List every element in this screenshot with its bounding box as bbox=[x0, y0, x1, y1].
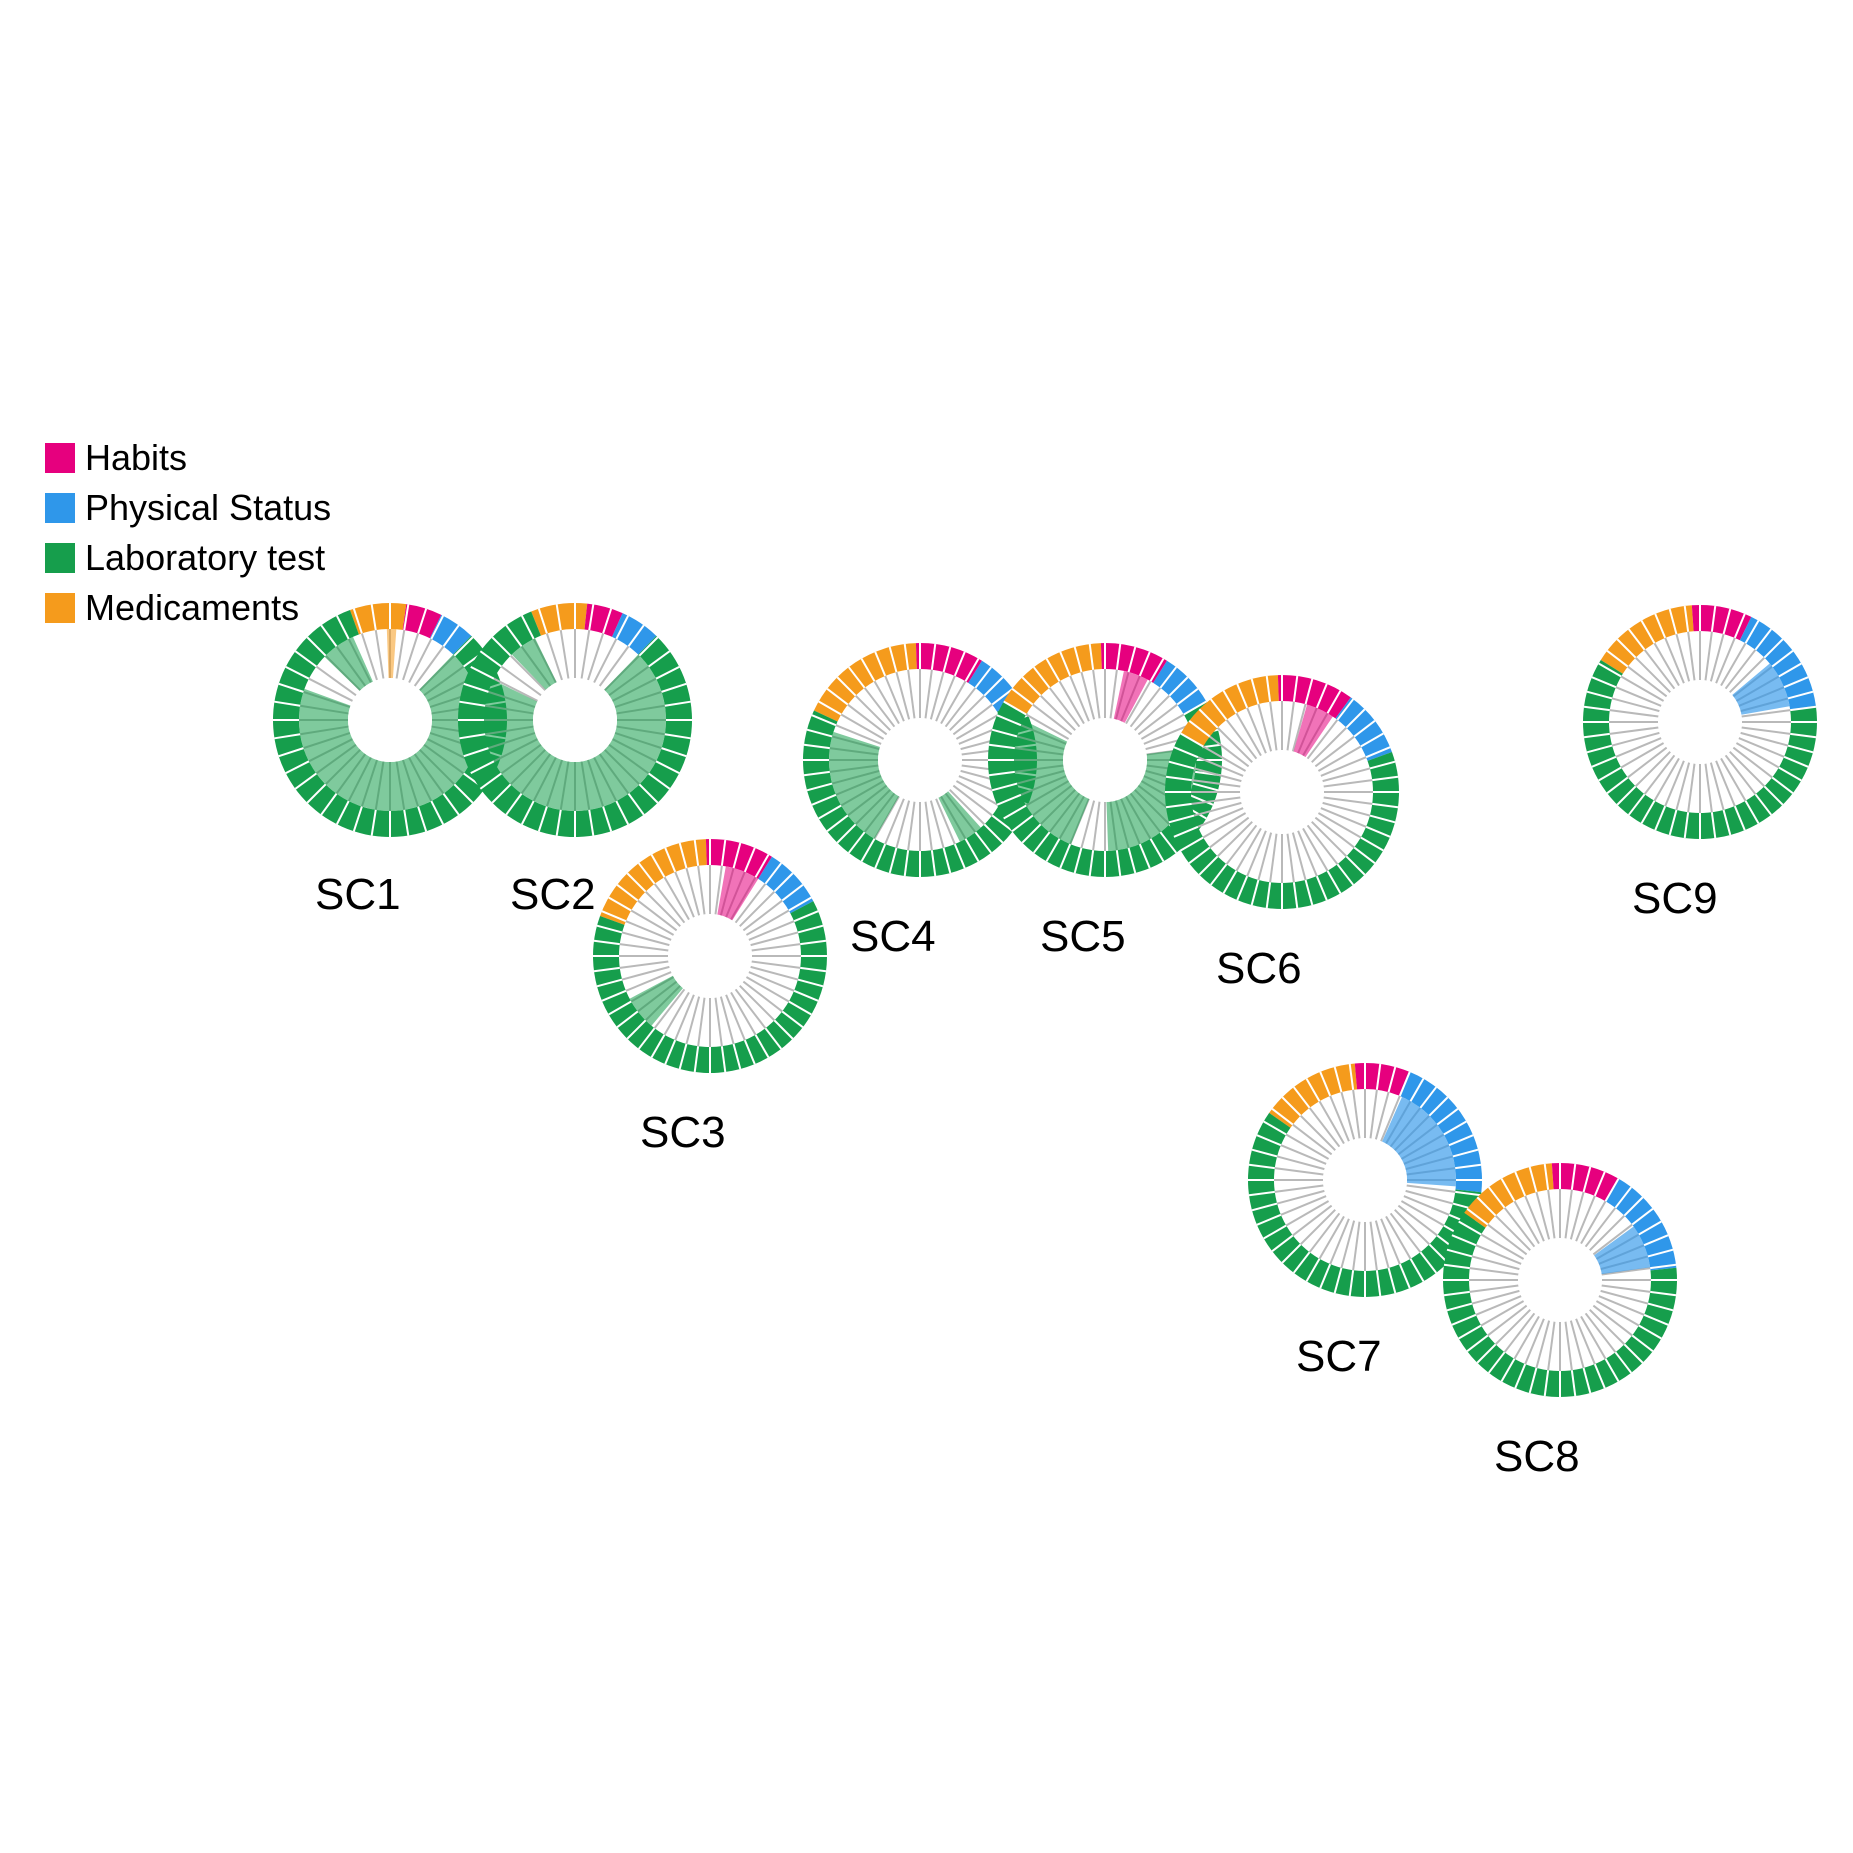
donut-svg bbox=[1441, 1161, 1679, 1399]
donut-ring-segment-medicaments bbox=[1464, 1163, 1553, 1228]
donut-label-sc3: SC3 bbox=[640, 1108, 726, 1158]
donut-svg bbox=[591, 837, 829, 1075]
donut-sc6 bbox=[1163, 673, 1401, 911]
donut-sc3 bbox=[591, 837, 829, 1075]
donut-label-sc4: SC4 bbox=[850, 912, 936, 962]
donut-svg bbox=[1581, 603, 1819, 841]
donut-hole bbox=[1240, 750, 1324, 834]
donut-inner-wedge bbox=[387, 629, 397, 678]
donut-svg bbox=[1163, 673, 1401, 911]
donut-hole bbox=[348, 678, 432, 762]
donut-hole bbox=[1063, 718, 1147, 802]
donut-label-sc5: SC5 bbox=[1040, 912, 1126, 962]
donut-hole bbox=[1658, 680, 1742, 764]
donut-sc9 bbox=[1581, 603, 1819, 841]
donut-hole bbox=[533, 678, 617, 762]
donut-ring-segment-medicaments bbox=[1004, 643, 1102, 714]
donut-ring-segment-medicaments bbox=[814, 643, 917, 721]
donut-label-sc9: SC9 bbox=[1632, 874, 1718, 924]
donut-label-sc1: SC1 bbox=[315, 870, 401, 920]
donut-hole bbox=[1323, 1138, 1407, 1222]
donut-ring-segment-medicaments bbox=[1269, 1063, 1357, 1127]
donut-ring-segment-habits bbox=[1355, 1063, 1409, 1096]
donut-hole bbox=[1518, 1238, 1602, 1322]
donut-sc2 bbox=[456, 601, 694, 839]
donut-label-sc8: SC8 bbox=[1494, 1432, 1580, 1482]
donut-ring-segment-medicaments bbox=[1181, 675, 1279, 746]
donut-sc8 bbox=[1441, 1161, 1679, 1399]
donut-ring-segment-medicaments bbox=[350, 603, 406, 634]
donut-svg bbox=[456, 601, 694, 839]
donut-hole bbox=[668, 914, 752, 998]
donut-label-sc2: SC2 bbox=[510, 870, 596, 920]
donut-hole bbox=[878, 718, 962, 802]
donut-label-sc6: SC6 bbox=[1216, 944, 1302, 994]
chart-stage: SC1 SC2 SC3 SC4 SC5 SC6 SC7 SC8 SC9 bbox=[0, 0, 1853, 1853]
donut-ring-segment-medicaments bbox=[1601, 605, 1694, 673]
donut-label-sc7: SC7 bbox=[1296, 1332, 1382, 1382]
